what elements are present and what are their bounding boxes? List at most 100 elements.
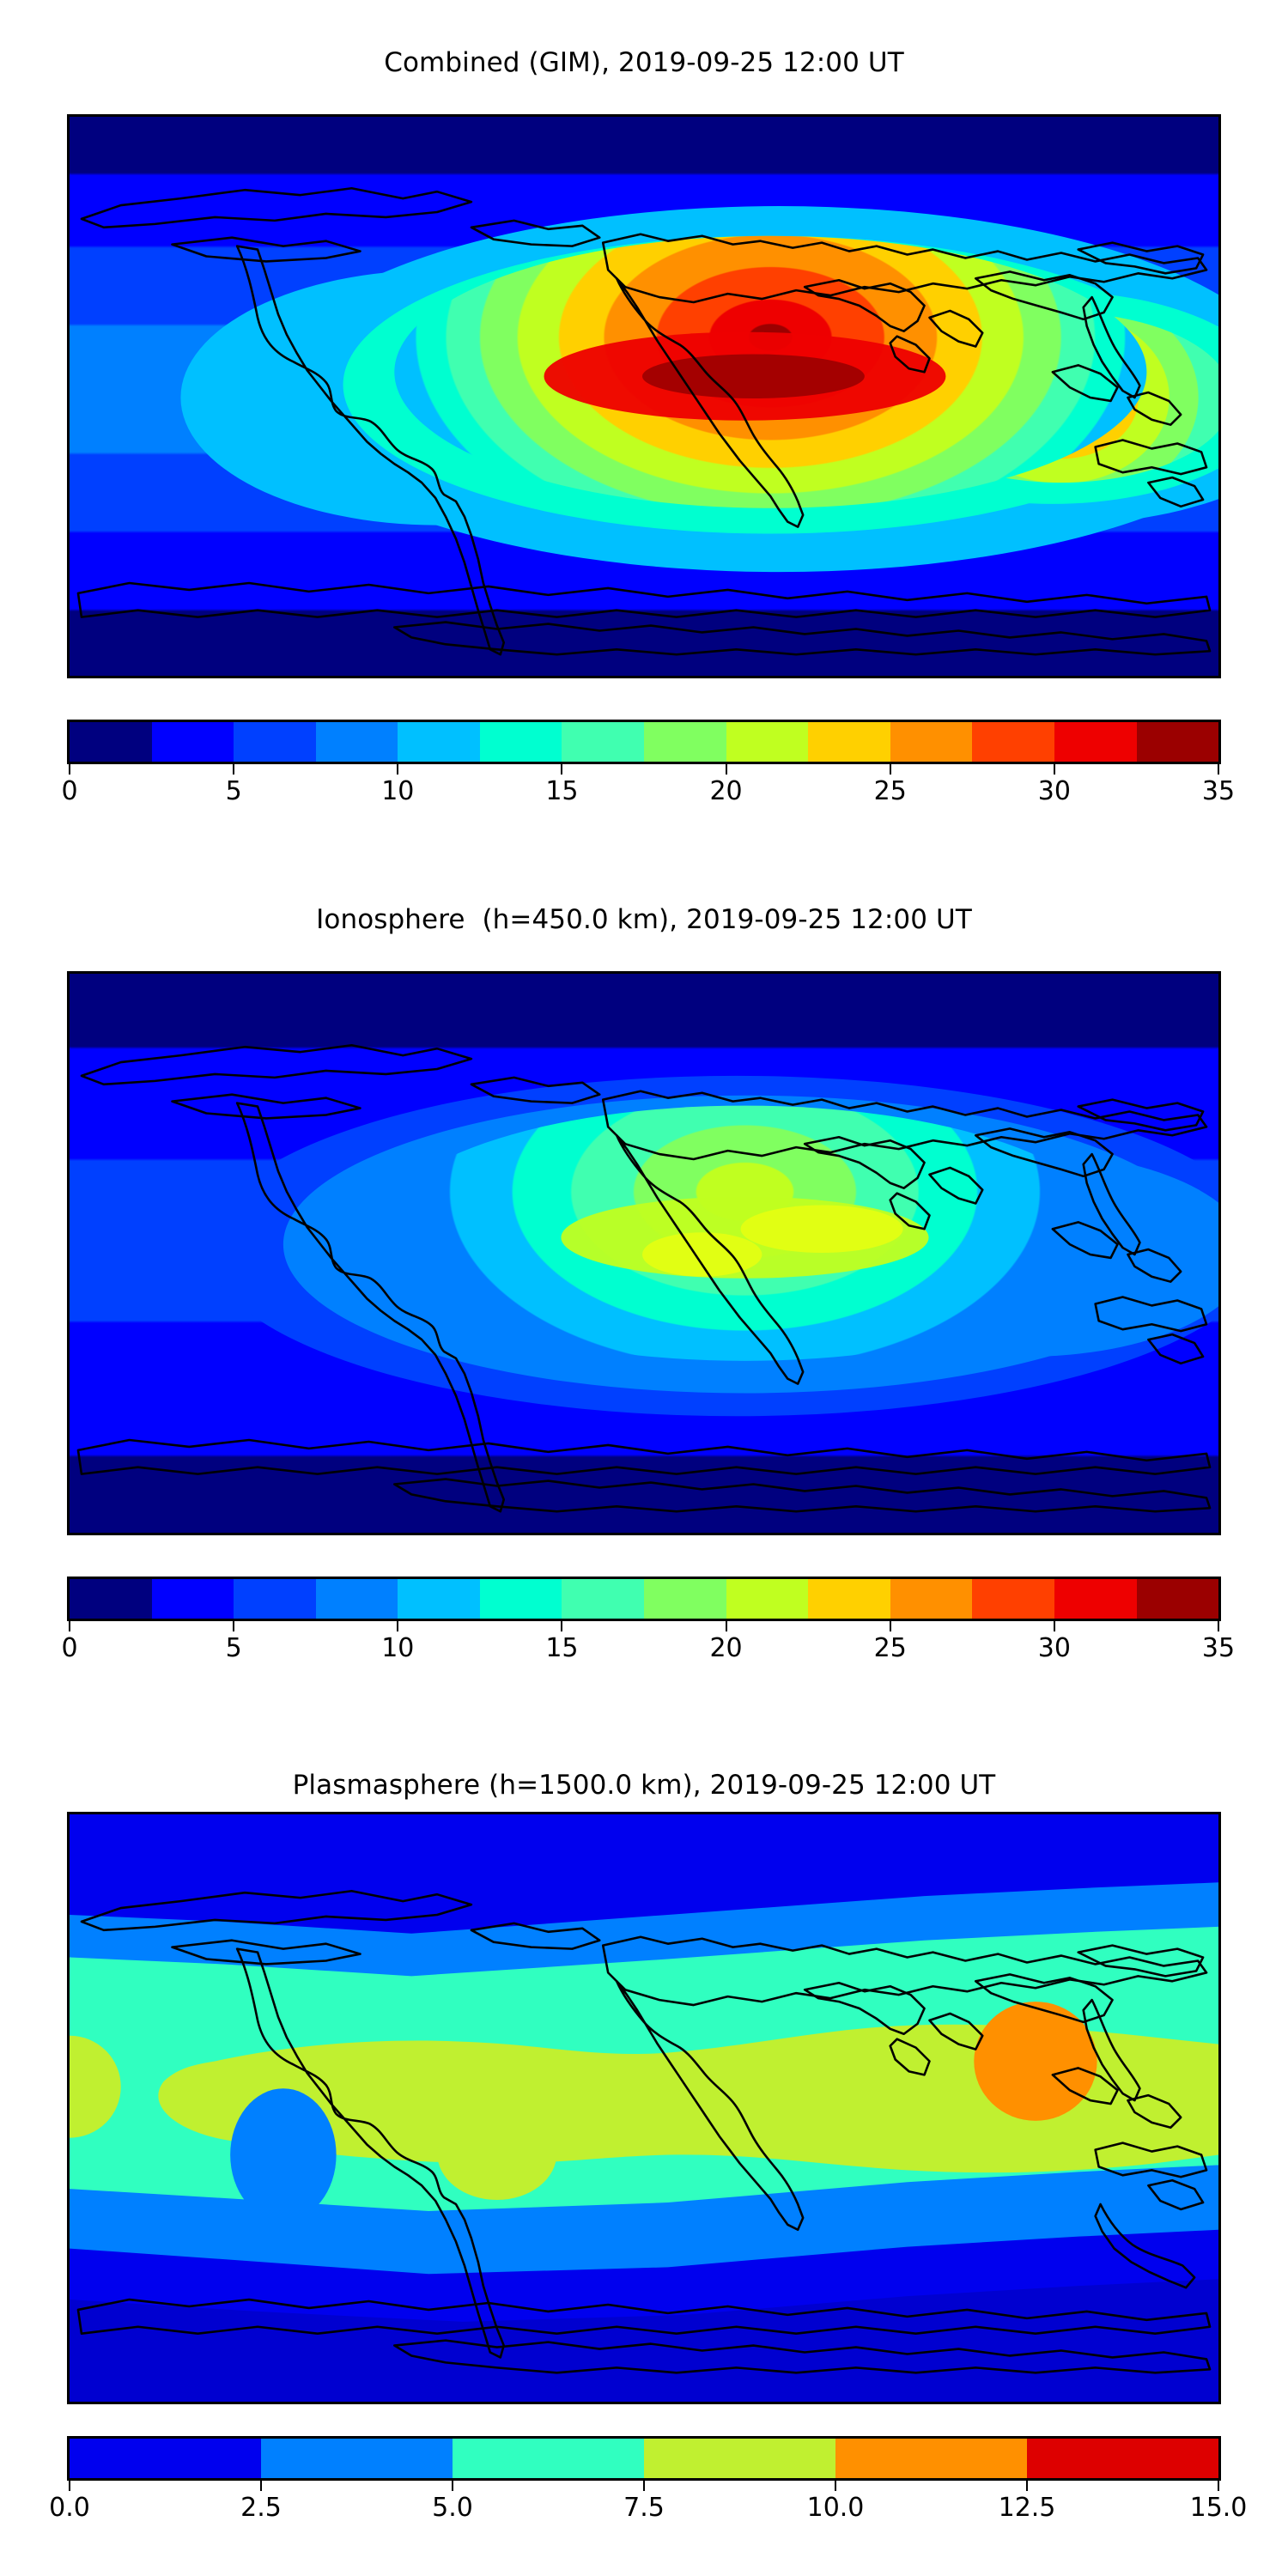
colorbar-segment: [726, 1579, 809, 1619]
colorbar-segment: [562, 722, 645, 762]
colorbar-segment: [479, 722, 562, 762]
colorbar-tick: [260, 2481, 262, 2491]
colorbar-ticks-plasmasphere: [67, 2481, 1221, 2493]
colorbar-tick-label: 30: [1037, 776, 1071, 806]
contour-field-plasmasphere: [70, 1814, 1218, 2402]
colorbar-tick-label: 5: [225, 1633, 242, 1663]
colorbar-segment: [261, 2439, 453, 2478]
colorbar-tick-label: 0: [61, 776, 78, 806]
colorbar-tick-label: 5: [225, 776, 242, 806]
panel-plasmasphere: Plasmasphere (h=1500.0 km), 2019-09-25 1…: [0, 1726, 1288, 2576]
colorbar-tick: [1053, 764, 1055, 775]
panel-ionosphere: Ionosphere (h=450.0 km), 2019-09-25 12:0…: [0, 859, 1288, 1726]
colorbar-segment: [151, 1579, 234, 1619]
colorbar-gradient-plasmasphere: [67, 2436, 1221, 2481]
colorbar-segment: [453, 2439, 644, 2478]
colorbar-tick-label: 20: [709, 1633, 743, 1663]
panel-combined-gim: Combined (GIM), 2019-09-25 12:00 UT: [0, 0, 1288, 859]
colorbar-tick: [561, 1621, 563, 1631]
colorbar-segment: [890, 1579, 973, 1619]
colorbar-tick-label: 5.0: [432, 2493, 473, 2523]
map-contours-combined-gim: [70, 117, 1218, 676]
colorbar-tick: [1218, 764, 1219, 775]
coastlines: [76, 1043, 1212, 1513]
colorbar-segment: [70, 2439, 261, 2478]
colorbar-gradient-ionosphere: [67, 1577, 1221, 1621]
colorbar-ionosphere: 0 5 10 15 20 25 30 35: [61, 1577, 1235, 1680]
colorbar-segment: [726, 722, 809, 762]
colorbar-segment: [1054, 722, 1137, 762]
map-plasmasphere: [67, 1812, 1221, 2404]
colorbar-tick: [561, 764, 563, 775]
colorbar-tick: [233, 764, 235, 775]
colorbar-segment: [890, 722, 973, 762]
colorbar-segment: [479, 1579, 562, 1619]
coastlines: [76, 186, 1212, 656]
colorbar-tick: [835, 2481, 836, 2491]
colorbar-ticks-ionosphere: [67, 1621, 1221, 1633]
colorbar-tick-label: 30: [1037, 1633, 1071, 1663]
map-combined-gim: [67, 114, 1221, 678]
colorbar-tick-label: 10.0: [806, 2493, 865, 2523]
colorbar-tick-label: 0: [61, 1633, 78, 1663]
colorbar-tick: [725, 1621, 727, 1631]
colorbar-tick-label: 35: [1201, 776, 1236, 806]
colorbar-tick: [1053, 1621, 1055, 1631]
colorbar-tick: [69, 2481, 70, 2491]
colorbar-tick-label: 2.5: [240, 2493, 282, 2523]
colorbar-tick-label: 10: [381, 1633, 415, 1663]
colorbar-plasmasphere: 0.0 2.5 5.0 7.5 10.0 12.5 15.0: [49, 2436, 1247, 2539]
colorbar-segment: [234, 722, 316, 762]
colorbar-segment: [644, 1579, 726, 1619]
colorbar-segment: [972, 722, 1054, 762]
panel-title-ionosphere: Ionosphere (h=450.0 km), 2019-09-25 12:0…: [316, 904, 972, 935]
panel-title-plasmasphere: Plasmasphere (h=1500.0 km), 2019-09-25 1…: [292, 1770, 996, 1801]
colorbar-tick: [69, 764, 70, 775]
colorbar-labels-plasmasphere: 0.0 2.5 5.0 7.5 10.0 12.5 15.0: [49, 2493, 1247, 2527]
colorbar-tick-label: 10: [381, 776, 415, 806]
colorbar-segment: [808, 1579, 890, 1619]
panel-title-combined-gim: Combined (GIM), 2019-09-25 12:00 UT: [384, 47, 904, 78]
colorbar-segment: [70, 722, 152, 762]
colorbar-segment: [315, 1579, 398, 1619]
colorbar-tick: [1218, 1621, 1219, 1631]
colorbar-tick: [889, 1621, 891, 1631]
colorbar-segment: [1027, 2439, 1218, 2478]
colorbar-tick: [1026, 2481, 1028, 2491]
colorbar-combined-gim: 0 5 10 15 20 25 30 35: [61, 720, 1235, 823]
colorbar-tick-label: 0.0: [49, 2493, 90, 2523]
colorbar-tick-label: 20: [709, 776, 743, 806]
colorbar-tick-label: 25: [873, 776, 907, 806]
colorbar-segment: [1136, 1579, 1219, 1619]
coastlines: [76, 1889, 1212, 2374]
contour-field-ionosphere: [70, 974, 1218, 1533]
colorbar-segment: [562, 1579, 645, 1619]
colorbar-segment: [234, 1579, 316, 1619]
colorbar-tick-label: 15: [545, 776, 579, 806]
colorbar-tick: [725, 764, 727, 775]
map-contours-ionosphere: [70, 974, 1218, 1533]
colorbar-tick: [397, 764, 399, 775]
colorbar-tick-label: 35: [1201, 1633, 1236, 1663]
colorbar-tick: [1218, 2481, 1219, 2491]
colorbar-segment: [1136, 722, 1219, 762]
colorbar-segment: [644, 722, 726, 762]
colorbar-segment: [315, 722, 398, 762]
colorbar-tick-label: 15: [545, 1633, 579, 1663]
colorbar-segment: [398, 1579, 480, 1619]
colorbar-segment: [644, 2439, 835, 2478]
colorbar-segment: [1054, 1579, 1137, 1619]
colorbar-tick-label: 15.0: [1189, 2493, 1248, 2523]
colorbar-segment: [70, 1579, 152, 1619]
colorbar-labels-ionosphere: 0 5 10 15 20 25 30 35: [61, 1633, 1235, 1668]
colorbar-tick: [397, 1621, 399, 1631]
map-ionosphere: [67, 971, 1221, 1535]
colorbar-tick: [233, 1621, 235, 1631]
colorbar-labels-combined-gim: 0 5 10 15 20 25 30 35: [61, 776, 1235, 811]
colorbar-tick: [69, 1621, 70, 1631]
colorbar-tick-label: 12.5: [998, 2493, 1056, 2523]
colorbar-tick: [889, 764, 891, 775]
colorbar-ticks-combined-gim: [67, 764, 1221, 776]
colorbar-tick: [643, 2481, 645, 2491]
